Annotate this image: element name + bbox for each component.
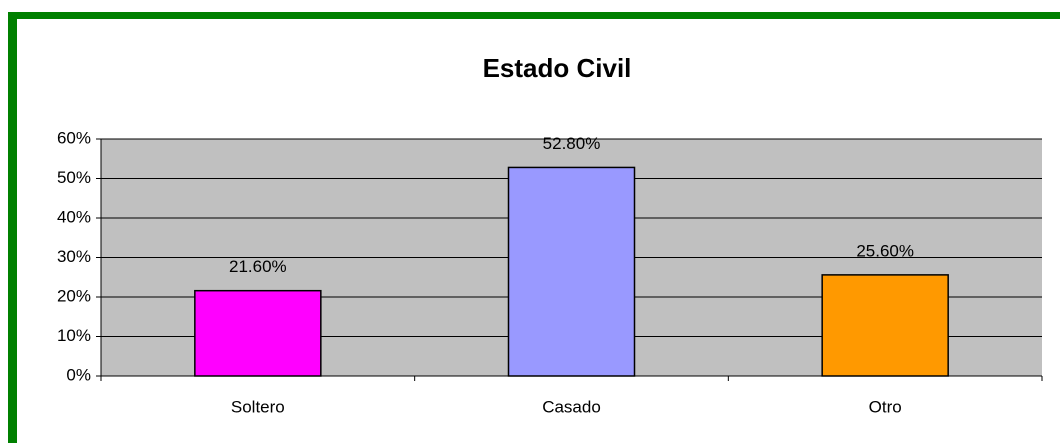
y-tick-label: 60% <box>57 128 91 147</box>
y-tick-label: 20% <box>57 286 91 305</box>
y-tick-label: 50% <box>57 168 91 187</box>
x-tick-label: Casado <box>542 397 601 416</box>
y-tick-label: 30% <box>57 247 91 266</box>
y-tick-label: 10% <box>57 326 91 345</box>
x-tick-label: Otro <box>869 397 902 416</box>
bar <box>507 166 636 377</box>
data-label: 21.60% <box>229 257 287 276</box>
chart-title: Estado Civil <box>483 53 632 83</box>
bar <box>821 274 949 377</box>
data-label: 52.80% <box>543 134 601 153</box>
y-tick-label: 0% <box>66 365 91 384</box>
data-label: 25.60% <box>856 241 914 260</box>
x-tick-label: Soltero <box>231 397 285 416</box>
y-tick-label: 40% <box>57 207 91 226</box>
bar <box>194 289 322 377</box>
